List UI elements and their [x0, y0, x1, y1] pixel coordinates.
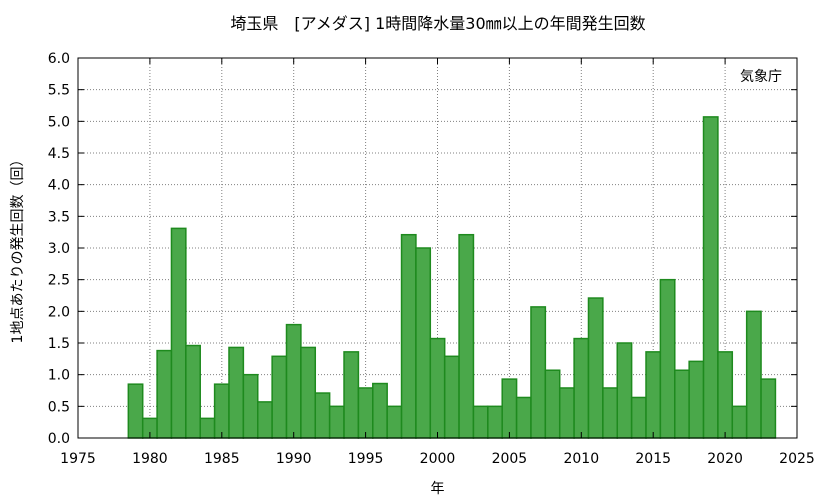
x-tick-label: 2025: [779, 451, 815, 467]
y-tick-label: 6.0: [48, 51, 70, 67]
bar-2017: [674, 369, 690, 439]
bar-2006: [515, 396, 532, 439]
bar-1999: [415, 247, 432, 439]
axis-ticks: 0.0 0.5 1.0 1.5 2.0 2.5 3.0 3.5 4.0 4.5 5.0 5.5 6.0 1…: [48, 51, 815, 467]
bar-1981: [156, 349, 173, 439]
y-tick-label: 1.0: [48, 368, 70, 384]
y-tick-label: 4.0: [48, 178, 70, 194]
y-axis-title: 1地点あたりの発生回数（回）: [10, 153, 26, 344]
bar-2004: [487, 405, 503, 439]
bar-2019: [702, 116, 719, 439]
bar-2007: [530, 306, 547, 439]
bars: [127, 116, 777, 439]
bar-2023: [760, 378, 777, 439]
bar-2013: [616, 342, 633, 439]
bar-1984: [199, 417, 216, 439]
bar-1991: [300, 346, 317, 439]
y-tick-label: 1.5: [48, 336, 70, 352]
bar-1986: [228, 346, 245, 439]
bar-1987: [242, 373, 259, 439]
y-tick-label: 2.0: [48, 304, 70, 320]
bar-1994: [343, 351, 360, 439]
bar-2018: [688, 360, 705, 439]
bar-1989: [271, 355, 288, 439]
bar-1992: [314, 392, 331, 439]
bar-2000: [429, 337, 446, 439]
bar-2009: [558, 387, 575, 439]
bar-2020: [717, 351, 734, 439]
bar-2021: [731, 405, 748, 439]
y-tick-label: 3.0: [48, 241, 70, 257]
bar-2022: [745, 310, 762, 439]
x-tick-label: 2000: [420, 451, 456, 467]
x-tick-label: 1980: [132, 451, 168, 467]
x-axis-title: 年: [431, 481, 445, 497]
y-tick-label: 2.5: [48, 273, 70, 289]
chart-title: 埼玉県 [アメダス] 1時間降水量30㎜以上の年間発生回数: [230, 14, 645, 33]
y-tick-label: 0.5: [48, 399, 70, 415]
bar-1995: [357, 387, 374, 439]
bar-1988: [257, 401, 273, 439]
bar-1982: [170, 227, 187, 439]
bar-2001: [443, 355, 460, 439]
bar-1998: [400, 233, 417, 439]
y-tick-label: 5.0: [48, 114, 70, 130]
x-tick-label: 2020: [707, 451, 743, 467]
bar-1990: [285, 323, 302, 439]
bar-2016: [659, 278, 676, 439]
y-tick-label: 0.0: [48, 431, 70, 447]
x-tick-label: 2010: [563, 451, 599, 467]
bar-2008: [544, 369, 561, 439]
bar-2011: [587, 297, 604, 439]
bar-2012: [602, 387, 618, 439]
grid: [78, 58, 797, 438]
x-tick-label: 1985: [204, 451, 240, 467]
bar-1983: [185, 344, 201, 439]
bar-2003: [472, 405, 489, 439]
bar-2002: [458, 233, 475, 439]
source-annotation: 気象庁: [740, 69, 782, 85]
y-tick-label: 4.5: [48, 146, 70, 162]
x-tick-label: 1995: [348, 451, 384, 467]
x-tick-label: 2015: [635, 451, 671, 467]
bar-2005: [501, 378, 518, 439]
x-tick-label: 1975: [60, 451, 96, 467]
bar-2015: [645, 351, 662, 439]
x-tick-label: 2005: [492, 451, 528, 467]
bar-1997: [386, 405, 403, 439]
x-tick-label: 1990: [276, 451, 312, 467]
y-tick-label: 5.5: [48, 83, 70, 99]
bar-1996: [372, 382, 388, 439]
y-tick-label: 3.5: [48, 209, 70, 225]
bar-1985: [213, 383, 230, 439]
bar-2010: [573, 337, 590, 439]
bar-2014: [630, 396, 647, 439]
bar-1993: [328, 405, 345, 439]
bar-1979: [127, 383, 144, 439]
